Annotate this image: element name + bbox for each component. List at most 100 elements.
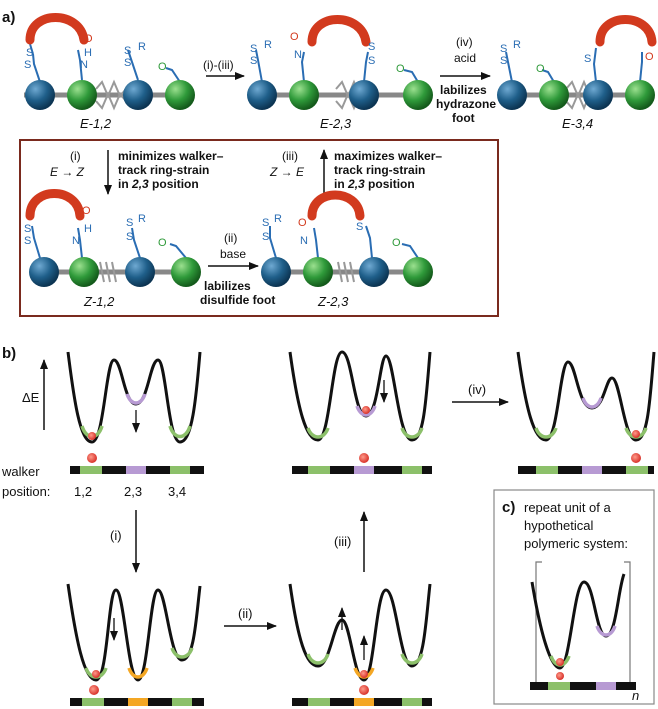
step-b-ii: (ii) xyxy=(238,606,252,621)
walker-marker xyxy=(362,406,370,414)
step-i-note: track ring-strain xyxy=(118,163,209,177)
energy-landscape-after-ii xyxy=(288,583,432,682)
label-z12: Z-1,2 xyxy=(83,294,115,309)
atom-r: R xyxy=(274,213,282,225)
step-iii-transition: Z → E xyxy=(269,165,305,179)
position-label: 3,4 xyxy=(168,484,186,499)
walker-marker xyxy=(556,672,564,680)
step-iii-note: in 2,3 position xyxy=(334,177,415,191)
atom-s: S xyxy=(24,235,31,247)
atom-o: O xyxy=(84,33,93,45)
energy-axis-label: ΔE xyxy=(22,390,40,405)
walker-track-after-iii xyxy=(292,453,432,474)
walker-marker xyxy=(87,453,97,463)
walker-label: walker xyxy=(1,464,40,479)
step-b-iv: (iv) xyxy=(468,382,486,397)
atom-s: S xyxy=(24,223,31,235)
step-i-iii-label: (i)-(iii) xyxy=(203,58,234,72)
atom-s: S xyxy=(250,55,257,67)
molecule-e23: S S R O N S S O xyxy=(247,15,433,111)
atom-r: R xyxy=(264,39,272,51)
step-b-iii: (iii) xyxy=(334,534,351,549)
step-iv-label: (iv) xyxy=(456,35,473,49)
step-iv-note: labilizes xyxy=(440,83,487,97)
atom-o: O xyxy=(290,31,299,43)
atom-o: O xyxy=(396,63,405,75)
walker-track-after-ii xyxy=(292,685,432,706)
atom-s: S xyxy=(368,55,375,67)
step-iv-note: foot xyxy=(452,111,475,125)
molecule-z12: S S O H N S S R O xyxy=(24,189,201,287)
atom-s: S xyxy=(24,59,31,71)
panel-c-label: c) xyxy=(502,499,515,516)
atom-s: S xyxy=(124,45,131,57)
step-iii-label: (iii) xyxy=(282,149,298,163)
atom-n: N xyxy=(294,49,302,61)
atom-o: O xyxy=(298,217,307,229)
atom-s: S xyxy=(356,221,363,233)
position-label: 2,3 xyxy=(124,484,142,499)
walker-marker xyxy=(88,432,96,440)
step-i-label: (i) xyxy=(70,149,81,163)
walker-marker xyxy=(92,670,100,678)
atom-s: S xyxy=(500,55,507,67)
walker-track-after-i xyxy=(70,685,204,706)
repeat-unit-landscape xyxy=(530,561,631,685)
atom-n: N xyxy=(72,235,80,247)
atom-s: S xyxy=(250,43,257,55)
atom-o: O xyxy=(392,237,401,249)
label-e34: E-3,4 xyxy=(562,116,593,131)
label-e23: E-2,3 xyxy=(320,116,352,131)
atom-o: O xyxy=(536,63,545,75)
energy-landscape-after-iii xyxy=(288,350,432,442)
step-i-note: minimizes walker– xyxy=(118,149,224,163)
step-ii-label: (ii) xyxy=(224,231,237,245)
repeat-subscript: n xyxy=(632,688,639,703)
atom-o: O xyxy=(158,61,167,73)
atom-r: R xyxy=(138,41,146,53)
atom-o: O xyxy=(645,51,654,63)
molecule-e34: S S R O S O xyxy=(497,15,657,111)
panel-c-box xyxy=(493,489,655,705)
label-z23: Z-2,3 xyxy=(317,294,349,309)
atom-o: O xyxy=(158,237,167,249)
panel-c-text: hypothetical xyxy=(524,518,593,533)
walker-track-after-iv xyxy=(518,453,654,474)
atom-s: S xyxy=(26,47,33,59)
walker-marker xyxy=(359,685,369,695)
step-iii-note: track ring-strain xyxy=(334,163,425,177)
step-ii-note: disulfide foot xyxy=(200,293,275,307)
atom-h: H xyxy=(84,223,92,235)
step-ii-note: labilizes xyxy=(204,279,251,293)
step-iv-reagent: acid xyxy=(454,51,476,65)
atom-s: S xyxy=(262,231,269,243)
atom-s: S xyxy=(368,41,375,53)
atom-s: S xyxy=(500,43,507,55)
walker-track-initial xyxy=(70,453,204,474)
track-green-bead xyxy=(165,80,195,110)
atom-s: S xyxy=(124,57,131,69)
panel-b-label: b) xyxy=(2,345,16,362)
energy-landscape-after-iv xyxy=(516,351,656,442)
atom-n: N xyxy=(80,59,88,71)
step-iii-note: maximizes walker– xyxy=(334,149,442,163)
walker-marker xyxy=(89,685,99,695)
panel-a-label: a) xyxy=(2,9,15,26)
step-i-transition: E → Z xyxy=(50,165,85,179)
step-ii-reagent: base xyxy=(220,247,246,261)
energy-landscape-initial xyxy=(66,351,202,444)
track-blue-bead xyxy=(25,80,55,110)
atom-s: S xyxy=(262,217,269,229)
repeat-unit-track xyxy=(530,672,636,690)
atom-r: R xyxy=(138,213,146,225)
walker-marker xyxy=(360,670,368,678)
molecule-e12: S S O H N S S R O xyxy=(24,13,195,111)
atom-r: R xyxy=(513,39,521,51)
walker-marker xyxy=(632,430,640,438)
molecule-z23: S S R O N S O xyxy=(261,190,433,287)
walker-marker xyxy=(556,658,564,666)
atom-s: S xyxy=(584,53,591,65)
walker-marker xyxy=(631,453,641,463)
panel-c-text: repeat unit of a xyxy=(524,500,611,515)
